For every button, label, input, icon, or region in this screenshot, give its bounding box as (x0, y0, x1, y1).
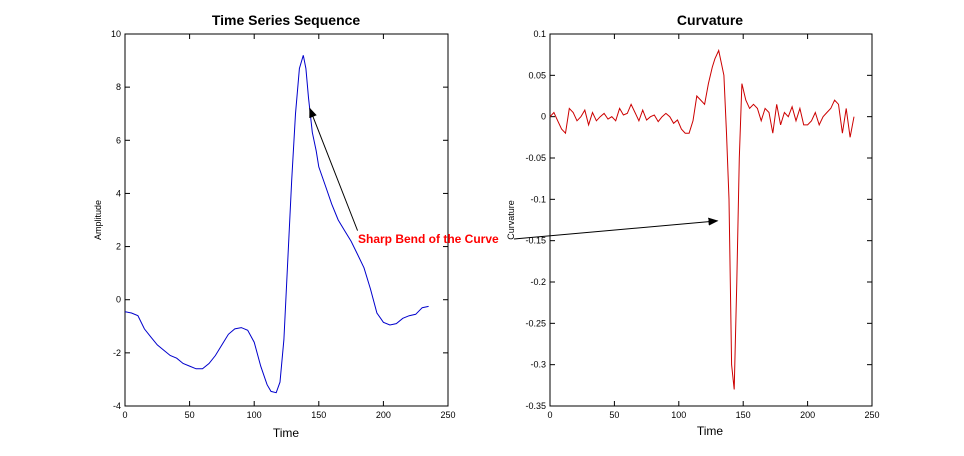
y-tick-label: 8 (116, 82, 121, 92)
x-tick-label: 50 (609, 410, 619, 420)
left-plot-frame (124, 33, 449, 407)
x-tick-label: 250 (864, 410, 879, 420)
right-x-axis-label: Time (697, 424, 724, 438)
curvature-chart: Curvature 0 50 100 150 200 250 -0.35 -0.3 -0.25… (506, 12, 880, 438)
right-x-ticks: 0 50 100 150 200 250 (547, 34, 880, 420)
y-tick-label: -0.15 (525, 236, 546, 246)
x-tick-label: 200 (376, 410, 391, 420)
right-y-axis-label: Curvature (506, 200, 516, 240)
y-tick-label: -0.35 (525, 401, 546, 411)
left-chart-title: Time Series Sequence (212, 12, 361, 28)
y-tick-label: -0.3 (530, 360, 546, 370)
left-x-ticks: 0 50 100 150 200 250 (122, 34, 456, 420)
x-tick-label: 150 (311, 410, 326, 420)
x-tick-label: 200 (800, 410, 815, 420)
x-tick-label: 150 (736, 410, 751, 420)
left-x-axis-label: Time (273, 426, 300, 440)
curvature-line (549, 48, 855, 390)
y-tick-label: -0.25 (525, 318, 546, 328)
y-tick-label: -0.05 (525, 153, 546, 163)
y-tick-label: -0.1 (530, 194, 546, 204)
y-tick-label: 0.1 (533, 29, 546, 39)
y-tick-label: 4 (116, 188, 121, 198)
x-tick-label: 50 (185, 410, 195, 420)
y-tick-label: 2 (116, 242, 121, 252)
right-y-ticks: -0.35 -0.3 -0.25 -0.2 -0.15 -0.1 -0.05 0 0.05 0.1 (525, 29, 872, 411)
right-plot-frame (549, 33, 873, 407)
x-tick-label: 0 (547, 410, 552, 420)
sharp-bend-annotation: Sharp Bend of the Curve (309, 107, 719, 246)
annotation-text: Sharp Bend of the Curve (358, 232, 499, 246)
y-tick-label: -0.2 (530, 277, 546, 287)
annotation-arrow-right (513, 217, 719, 240)
y-tick-label: -4 (113, 401, 121, 411)
y-tick-label: 0 (541, 112, 546, 122)
annotation-arrow-left (309, 107, 359, 231)
x-tick-label: 100 (671, 410, 686, 420)
time-series-line (124, 55, 429, 394)
y-tick-label: -2 (113, 348, 121, 358)
time-series-chart: Time Series Sequence 0 50 100 150 200 250 -4-… (93, 12, 456, 440)
left-y-axis-label: Amplitude (93, 200, 103, 240)
y-tick-label: 0 (116, 295, 121, 305)
x-tick-label: 0 (122, 410, 127, 420)
y-tick-label: 10 (111, 29, 121, 39)
y-tick-label: 0.05 (528, 70, 546, 80)
left-y-ticks: -4 -2 0 2 4 6 8 10 (111, 29, 448, 411)
x-tick-label: 100 (247, 410, 262, 420)
x-tick-label: 250 (440, 410, 455, 420)
right-chart-title: Curvature (677, 12, 743, 28)
y-tick-label: 6 (116, 135, 121, 145)
